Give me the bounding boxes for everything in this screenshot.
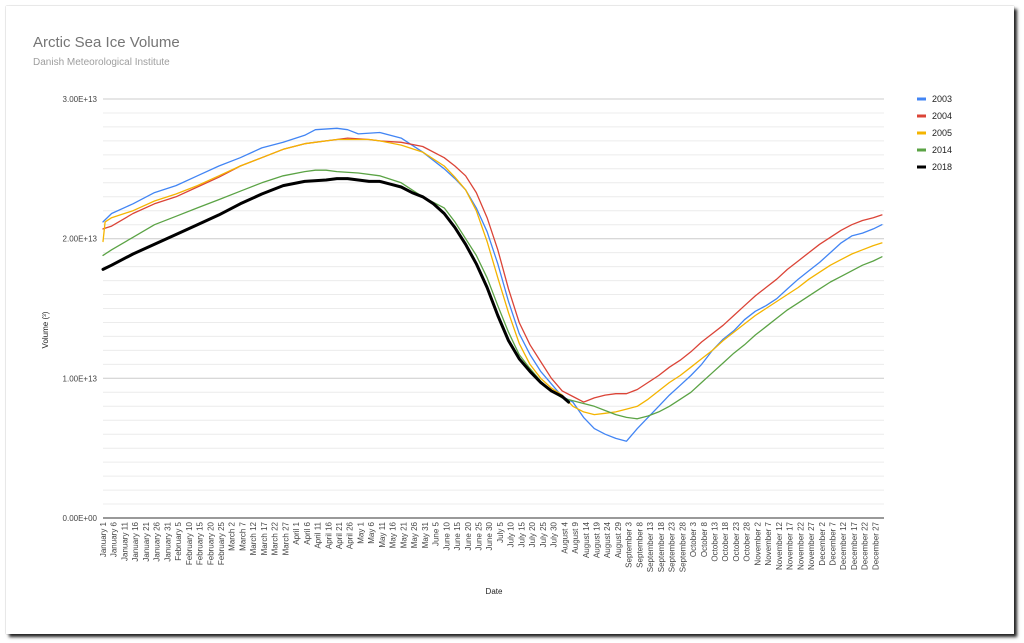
x-tick-label: December 2 (818, 521, 827, 565)
x-tick-label: March 22 (271, 521, 280, 555)
x-tick-label: October 28 (743, 521, 752, 561)
x-tick-label: January 21 (142, 521, 151, 561)
x-tick-label: February 10 (185, 521, 194, 565)
x-tick-label: May 26 (410, 521, 419, 548)
x-tick-label: August 19 (593, 521, 602, 558)
x-tick-label: September 3 (625, 521, 634, 567)
x-tick-label: August 14 (582, 521, 591, 558)
x-tick-label: May 1 (357, 521, 366, 543)
x-tick-label: September 28 (678, 521, 687, 572)
chart-card (6, 6, 1014, 634)
x-tick-label: September 13 (646, 521, 655, 572)
x-tick-label: July 15 (517, 521, 526, 547)
series-lines (101, 127, 883, 442)
x-tick-label: March 2 (228, 521, 237, 550)
x-tick-label: June 20 (464, 521, 473, 550)
x-tick-label: August 29 (614, 521, 623, 558)
x-tick-label: November 7 (764, 521, 773, 565)
y-axis-ticks: 0.00E+00 1.00E+13 2.00E+13 3.00E+13 (63, 95, 98, 523)
x-tick-label: October 18 (721, 521, 730, 561)
x-tick-label: July 25 (539, 521, 548, 547)
legend-label-2018: 2018 (932, 162, 952, 172)
x-tick-label: September 8 (635, 521, 644, 567)
x-tick-label: April 6 (303, 521, 312, 544)
x-tick-label: November 12 (775, 521, 784, 570)
x-tick-label: June 30 (485, 521, 494, 550)
x-tick-label: May 11 (378, 521, 387, 547)
x-tick-label: March 17 (260, 521, 269, 555)
x-tick-label: May 16 (389, 521, 398, 548)
x-tick-label: May 6 (367, 521, 376, 543)
legend-label-2005: 2005 (932, 128, 952, 138)
x-tick-label: February 25 (217, 521, 226, 565)
x-tick-label: March 27 (281, 521, 290, 555)
x-tick-label: December 17 (850, 521, 859, 570)
x-tick-label: August 9 (571, 521, 580, 553)
legend-label-2004: 2004 (932, 111, 952, 121)
x-tick-label: October 13 (711, 521, 720, 561)
series-line-2018 (101, 177, 571, 404)
x-tick-label: October 3 (689, 521, 698, 557)
x-tick-label: April 16 (324, 521, 333, 549)
x-tick-label: April 1 (292, 521, 301, 544)
x-tick-label: November 22 (796, 521, 805, 570)
x-axis-title: Date (486, 587, 503, 596)
x-tick-label: June 5 (432, 521, 441, 546)
y-tick-label: 0.00E+00 (63, 514, 98, 523)
x-tick-label: November 17 (786, 521, 795, 570)
x-tick-label: November 2 (753, 521, 762, 565)
x-tick-label: December 22 (861, 521, 870, 570)
y-axis-title: Volume (³) (41, 311, 50, 348)
chart-title: Arctic Sea Ice Volume (33, 34, 180, 51)
x-tick-label: February 5 (174, 521, 183, 560)
y-tick-label: 2.00E+13 (63, 235, 98, 244)
x-tick-label: March 12 (249, 521, 258, 555)
x-tick-label: March 7 (239, 521, 248, 550)
x-tick-label: January 26 (153, 521, 162, 561)
x-tick-label: June 15 (453, 521, 462, 550)
x-tick-label: April 11 (314, 521, 323, 548)
x-tick-label: December 7 (829, 521, 838, 565)
x-tick-label: April 21 (335, 521, 344, 549)
x-tick-label: July 30 (550, 521, 559, 547)
x-tick-label: February 15 (196, 521, 205, 565)
x-tick-label: January 1 (99, 521, 108, 557)
x-tick-label: January 16 (131, 521, 140, 561)
x-tick-label: November 27 (807, 521, 816, 570)
legend-label-2014: 2014 (932, 145, 952, 155)
x-tick-label: August 24 (603, 521, 612, 558)
x-axis-ticks: January 1 January 6 January 11 January 16 Ja… (99, 521, 880, 572)
x-tick-label: May 31 (421, 521, 430, 548)
x-tick-label: January 11 (121, 521, 130, 561)
x-tick-label: January 31 (163, 521, 172, 561)
x-tick-label: June 10 (442, 521, 451, 550)
x-tick-label: October 23 (732, 521, 741, 561)
x-tick-label: June 25 (475, 521, 484, 550)
x-tick-label: February 20 (206, 521, 215, 565)
x-tick-label: December 12 (839, 521, 848, 570)
legend: 2003 2004 2005 2014 2018 (917, 94, 952, 172)
x-tick-label: July 20 (528, 521, 537, 547)
x-tick-label: October 8 (700, 521, 709, 557)
y-tick-label: 1.00E+13 (63, 374, 98, 383)
x-tick-label: December 27 (871, 521, 880, 570)
series-line-2005 (102, 138, 883, 416)
legend-label-2003: 2003 (932, 94, 952, 104)
x-tick-label: July 10 (507, 521, 516, 547)
y-tick-label: 3.00E+13 (63, 95, 98, 104)
chart-subtitle: Danish Meteorological Institute (33, 57, 170, 68)
x-tick-label: April 26 (346, 521, 355, 549)
x-tick-label: May 21 (399, 521, 408, 548)
x-tick-label: July 5 (496, 521, 505, 542)
x-tick-label: September 23 (668, 521, 677, 572)
x-tick-label: September 18 (657, 521, 666, 572)
x-tick-label: January 6 (110, 521, 119, 557)
x-tick-label: August 4 (560, 521, 569, 553)
series-line-2004 (102, 137, 883, 403)
